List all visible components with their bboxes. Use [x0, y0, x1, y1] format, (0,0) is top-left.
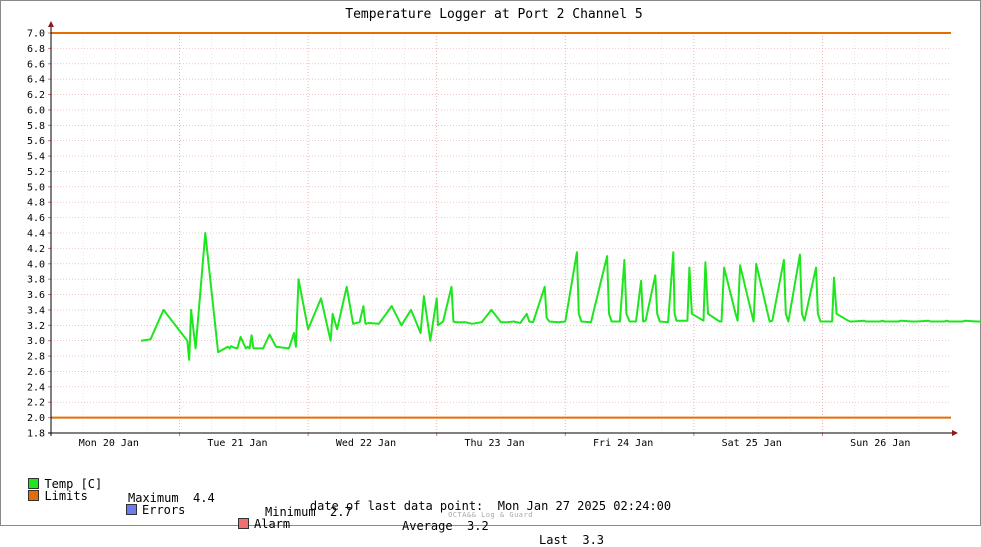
credit-text: OCTA&& Log & Guard — [448, 511, 533, 519]
y-tick-label: 2.0 — [27, 413, 45, 424]
temp-swatch — [28, 478, 40, 489]
y-tick-label: 3.0 — [27, 336, 45, 347]
legend-average: Average 3.2 — [402, 519, 489, 533]
legend-item-alarm: Alarm — [238, 517, 290, 531]
errors-swatch — [126, 504, 137, 515]
y-axis-ticks: 7.0 6.8 6.6 6.4 6.2 6.0 5.8 5.6 5.4 5.2 5.0 4.8 4.6 4… — [27, 29, 45, 440]
legend-alarm-label: Alarm — [254, 517, 291, 531]
y-tick-label: 6.2 — [27, 90, 45, 101]
y-axis-arrow — [48, 21, 54, 27]
y-tick-label: 3.6 — [27, 290, 45, 301]
y-tick-label: 6.8 — [27, 44, 45, 55]
last-label: Last — [539, 533, 568, 547]
y-tick-label: 2.8 — [27, 352, 45, 363]
y-tick-label: 4.2 — [27, 244, 45, 255]
average-value: 3.2 — [467, 519, 489, 533]
y-tick-label: 2.4 — [27, 382, 45, 393]
y-tick-label: 6.4 — [27, 75, 45, 86]
legend-minimum: Minimum 2.7 — [265, 505, 352, 519]
alarm-swatch — [238, 518, 249, 529]
average-label: Average — [402, 519, 453, 533]
y-tick-label: 6.0 — [27, 105, 45, 116]
y-tick-label: 6.6 — [27, 59, 45, 70]
y-tick-label: 2.6 — [27, 367, 45, 378]
y-tick-label: 3.4 — [27, 305, 45, 316]
series-layer — [140, 232, 981, 361]
legend-temp-label: Temp [C] — [44, 477, 103, 491]
x-tick-label: Sat 25 Jan — [722, 438, 782, 449]
legend-maximum: Maximum 4.4 — [128, 491, 215, 505]
y-tick-label: 5.8 — [27, 121, 45, 132]
legend-item-errors: Errors — [126, 503, 185, 517]
limit-lines — [51, 32, 951, 419]
legend-item-temp: Temp [C] — [28, 477, 102, 491]
last-value: 3.3 — [582, 533, 605, 547]
legend-errors-label: Errors — [142, 503, 186, 517]
maximum-value: 4.4 — [193, 491, 215, 505]
chart-title: Temperature Logger at Port 2 Channel 5 — [345, 7, 642, 22]
x-axis-ticks: Mon 20 Jan Tue 21 Jan Wed 22 Jan Thu 23 Jan… — [79, 438, 911, 449]
x-axis-arrow — [952, 430, 958, 436]
y-tick-label: 2.2 — [27, 398, 45, 409]
y-tick-label: 4.8 — [27, 198, 45, 209]
x-tick-label: Tue 21 Jan — [207, 438, 267, 449]
y-tick-label: 4.4 — [27, 229, 45, 240]
y-tick-label: 4.0 — [27, 259, 45, 270]
maximum-label: Maximum — [128, 491, 179, 505]
y-tick-label: 1.8 — [27, 429, 45, 440]
minimum-label: Minimum — [265, 505, 316, 519]
legend-limits-label: Limits — [44, 489, 88, 503]
x-tick-label: Thu 23 Jan — [464, 438, 524, 449]
axes — [48, 21, 958, 436]
legend-last: Last 3.3 — [539, 533, 604, 547]
y-tick-label: 5.0 — [27, 182, 45, 193]
last-data-point-text: date of last data point: Mon Jan 27 2025… — [309, 499, 672, 513]
x-tick-label: Fri 24 Jan — [593, 438, 653, 449]
x-tick-label: Mon 20 Jan — [79, 438, 139, 449]
x-tick-label: Wed 22 Jan — [336, 438, 396, 449]
y-tick-label: 4.6 — [27, 213, 45, 224]
x-tick-label: Sun 26 Jan — [850, 438, 910, 449]
y-tick-label: 3.2 — [27, 321, 45, 332]
grid — [48, 32, 951, 436]
temperature-chart: Temperature Logger at Port 2 Channel 5 7… — [27, 7, 981, 449]
y-tick-label: 5.6 — [27, 136, 45, 147]
minimum-value: 2.7 — [330, 505, 352, 519]
y-tick-label: 5.4 — [27, 152, 45, 163]
y-tick-label: 5.2 — [27, 167, 45, 178]
temp-series-line — [140, 232, 981, 361]
chart-frame — [0, 0, 981, 526]
y-tick-label: 3.8 — [27, 275, 45, 286]
legend-item-limits: Limits — [28, 489, 88, 503]
limits-swatch — [28, 490, 40, 501]
y-tick-label: 7.0 — [27, 29, 45, 40]
